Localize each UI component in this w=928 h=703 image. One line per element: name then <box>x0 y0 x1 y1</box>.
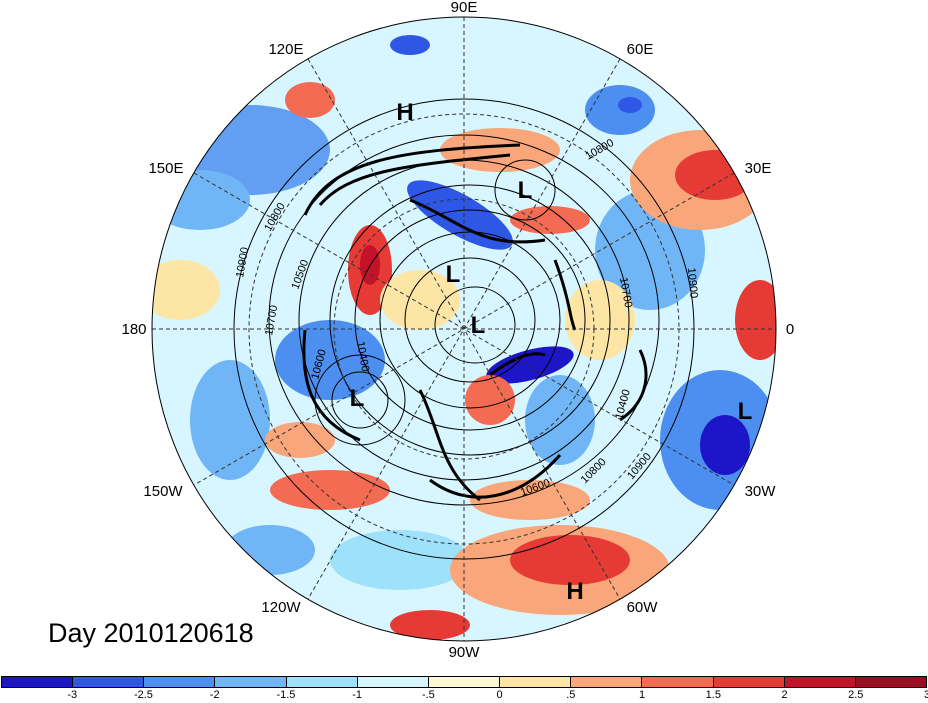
colorbar-swatch <box>713 677 785 687</box>
contour-label: 10400 <box>354 340 371 372</box>
lon-label-0: 0 <box>786 321 794 338</box>
colorbar-tick-label: -.5 <box>421 689 435 701</box>
colorbar-tick-label: -3 <box>67 689 78 701</box>
colorbar-tick-label: -2 <box>209 689 220 701</box>
pressure-center-low: L <box>738 398 753 425</box>
colorbar-tick-label: -1.5 <box>276 689 296 701</box>
anomaly-field <box>152 17 776 641</box>
colorbar-swatch <box>357 677 429 687</box>
colorbar-swatch <box>571 677 643 687</box>
contour-label: 10900 <box>234 246 251 278</box>
lon-label-30w: 30W <box>745 483 777 500</box>
colorbar-tick-label: -1 <box>352 689 363 701</box>
colorbar-swatch <box>286 677 358 687</box>
lon-label-90e: 90E <box>451 0 478 16</box>
colorbar-tick-label: 3 <box>923 689 928 701</box>
contour-label: 10700 <box>617 276 634 308</box>
lon-label-60w: 60W <box>627 599 659 616</box>
lon-label-60e: 60E <box>627 41 654 58</box>
colorbar-swatch <box>500 677 572 687</box>
pressure-center-low: L <box>350 385 365 412</box>
pressure-center-high: H <box>566 578 583 605</box>
colorbar-tick-labels: -3 -2.5 -2 -1.5 -1 -.5 0 .5 1 1.5 2 2.5 3 <box>1 689 928 703</box>
lon-label-150w: 150W <box>143 483 183 500</box>
colorbar-swatch <box>215 677 287 687</box>
longitude-labels: 90E 60E 30E 0 30W 60W 90W 120W 150W 180 … <box>121 0 794 661</box>
polar-stereographic-map: 90E 60E 30E 0 30W 60W 90W 120W 150W 180 … <box>121 0 794 661</box>
lon-label-150e: 150E <box>148 160 183 177</box>
contour-label: 10900 <box>685 267 700 299</box>
colorbar-tick-label: 2.5 <box>848 689 864 701</box>
colorbar-swatch <box>2 677 74 687</box>
lon-label-120w: 120W <box>261 599 301 616</box>
lon-label-90w: 90W <box>449 644 481 661</box>
lon-label-30e: 30E <box>745 160 772 177</box>
contour-label: 10700 <box>263 304 280 336</box>
map-boundary <box>151 16 777 642</box>
colorbar-tick-label: 0 <box>496 689 503 701</box>
colorbar-swatch <box>144 677 216 687</box>
colorbar-tick-label: 2 <box>781 689 788 701</box>
lon-label-120e: 120E <box>268 41 303 58</box>
colorbar-tick-label: 1 <box>639 689 646 701</box>
colorbar <box>1 676 927 688</box>
pressure-center-labels: H L L L L L H <box>350 99 753 605</box>
colorbar-swatch <box>642 677 714 687</box>
colorbar-tick-label: -2.5 <box>133 689 153 701</box>
colorbar-tick-label: 1.5 <box>705 689 721 701</box>
graticule <box>152 17 776 641</box>
page-title: Day 2010120618 <box>48 618 254 648</box>
pressure-center-low: L <box>446 261 461 288</box>
colorbar-tick-label: .5 <box>566 689 576 701</box>
pressure-center-high: H <box>396 99 413 126</box>
lon-label-180: 180 <box>121 321 146 338</box>
colorbar-swatch <box>855 677 927 687</box>
colorbar-swatch <box>428 677 501 687</box>
colorbar-swatch <box>784 677 856 687</box>
colorbar-swatch <box>73 677 145 687</box>
pressure-center-low: L <box>471 312 486 339</box>
pressure-center-low: L <box>518 177 533 204</box>
geopotential-contours <box>233 98 695 560</box>
